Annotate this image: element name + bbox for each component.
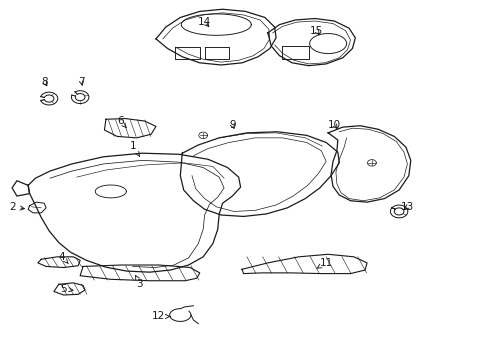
Text: 7: 7 [78, 77, 85, 87]
Text: 6: 6 [117, 116, 126, 128]
Text: 12: 12 [151, 311, 170, 321]
Text: 14: 14 [198, 17, 211, 27]
Text: 11: 11 [316, 258, 332, 269]
Text: 5: 5 [60, 284, 73, 294]
Text: 10: 10 [327, 120, 340, 130]
Text: 8: 8 [41, 77, 47, 87]
Text: 4: 4 [59, 252, 68, 264]
Text: 13: 13 [400, 202, 413, 212]
Text: 9: 9 [228, 120, 235, 130]
Text: 2: 2 [9, 202, 24, 212]
Text: 3: 3 [135, 275, 143, 289]
Text: 15: 15 [309, 26, 323, 36]
Text: 1: 1 [129, 141, 140, 156]
